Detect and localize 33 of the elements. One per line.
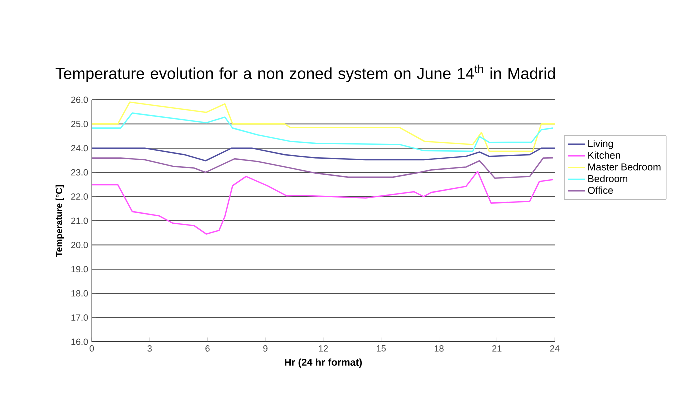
x-tick-label: 15 (377, 346, 386, 352)
y-tick-label: 18.0 (72, 290, 88, 297)
x-tick-label: 21 (492, 346, 502, 352)
y-tick-label: 25.0 (71, 121, 88, 128)
legend-label: Office (588, 186, 614, 194)
x-tick-label: 12 (319, 346, 328, 352)
line-series (92, 148, 556, 162)
x-tick-label: 18 (434, 346, 444, 352)
x-axis-title: Hr (24 hr format) (285, 358, 362, 368)
x-tick-label: 9 (264, 346, 268, 352)
y-tick-label: 26.0 (71, 96, 88, 104)
x-tick-label: 6 (206, 346, 210, 352)
y-tick-label: 23.0 (71, 169, 88, 176)
y-tick-label: 16.0 (72, 338, 88, 346)
line-series (92, 157, 554, 180)
legend-label: Living (588, 140, 614, 150)
legend-label: Bedroom (588, 175, 628, 182)
y-tick-label: 21.0 (71, 218, 88, 224)
line-series (92, 102, 556, 152)
y-axis-title: Temperature [°C] (56, 185, 64, 257)
y-tick-label: 20.0 (71, 242, 88, 248)
y-tick-label: 19.0 (72, 266, 88, 273)
line-series (92, 170, 554, 235)
y-tick-label: 17.0 (72, 314, 88, 321)
x-tick-label: 3 (148, 346, 152, 352)
x-tick-label: 0 (90, 346, 94, 352)
y-tick-label: 24.0 (71, 145, 88, 152)
legend-label: Kitchen (588, 152, 620, 160)
chart-title: Temperature evolution for a non zoned system on June 14$^{th}$ in Madrid (56, 64, 556, 83)
y-tick-label: 22.0 (71, 194, 88, 200)
legend-label: Master Bedroom (588, 163, 661, 171)
x-tick-label: 24 (550, 346, 560, 352)
line-series (92, 112, 554, 152)
